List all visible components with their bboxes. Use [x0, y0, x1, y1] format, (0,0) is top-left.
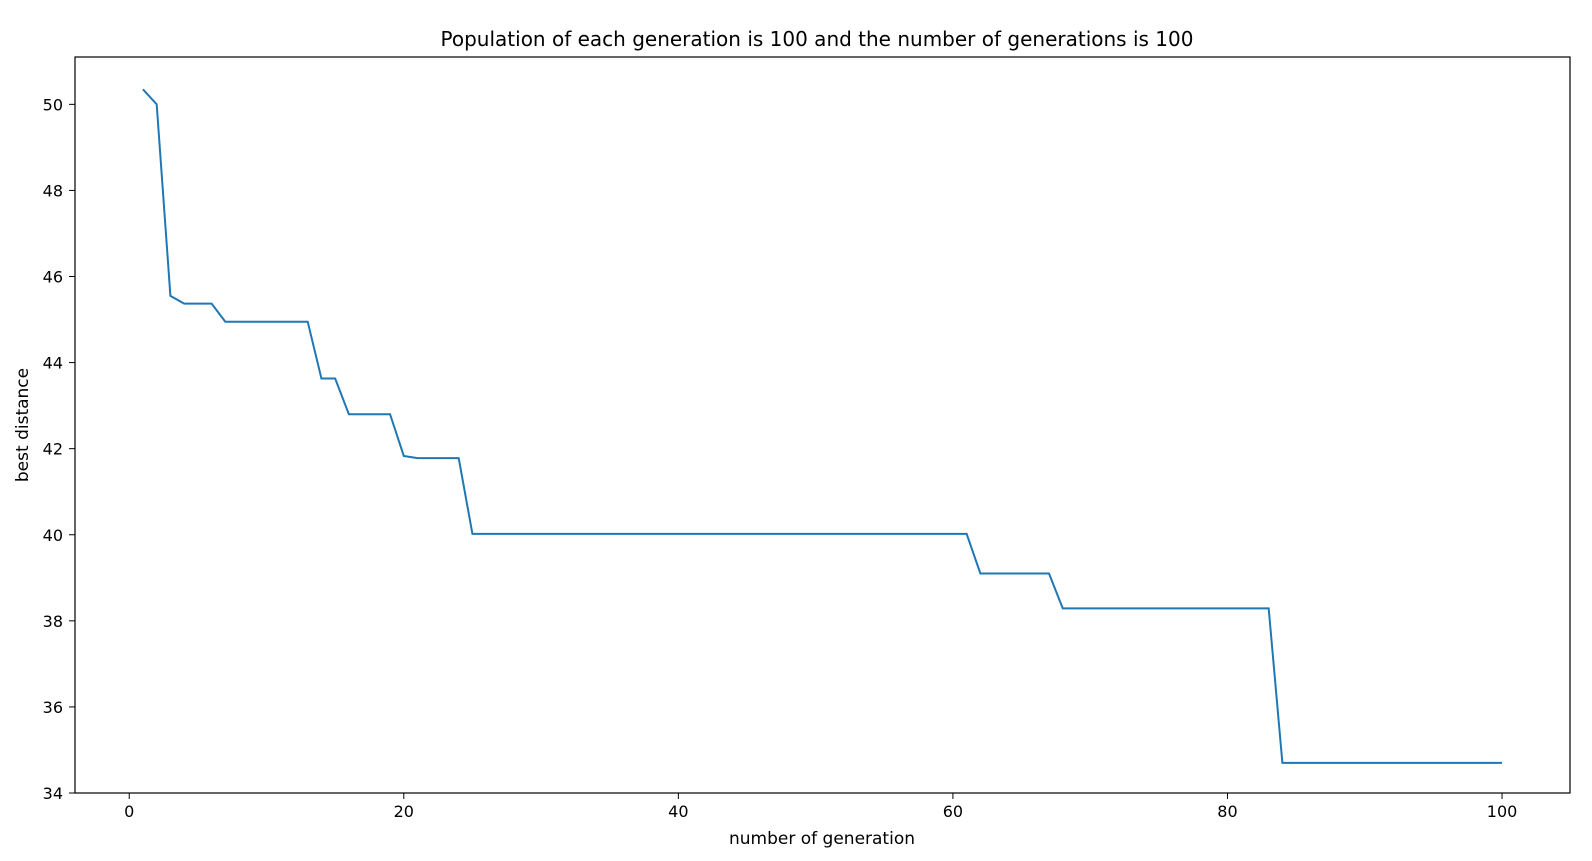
x-tick-label: 40: [668, 802, 688, 821]
x-tick-label: 60: [943, 802, 963, 821]
series-line-0: [142, 88, 1503, 764]
y-tick-label: 36: [43, 698, 63, 717]
x-axis-title: number of generation: [729, 829, 915, 849]
x-tick-label: 80: [1217, 802, 1237, 821]
x-tick-label: 0: [124, 802, 134, 821]
y-tick-label: 46: [43, 268, 63, 287]
y-tick-label: 34: [43, 784, 63, 803]
y-tick-label: 40: [43, 526, 63, 545]
y-tick-label: 38: [43, 612, 63, 631]
x-tick-label: 20: [394, 802, 414, 821]
x-axis: 0 20 40 60 80 100: [124, 793, 1517, 821]
y-tick-label: 44: [43, 354, 63, 373]
plot-area-frame: [74, 56, 1571, 794]
y-tick-label: 42: [43, 440, 63, 459]
series-layer: [142, 88, 1503, 764]
y-tick-label: 50: [43, 95, 63, 114]
x-tick-label: 100: [1487, 802, 1518, 821]
y-axis: 34 36 38 40 42 44 46 48 50: [43, 95, 75, 803]
y-axis-title: best distance: [13, 368, 33, 482]
y-tick-label: 48: [43, 181, 63, 200]
chart-title: Population of each generation is 100 and…: [441, 27, 1194, 51]
